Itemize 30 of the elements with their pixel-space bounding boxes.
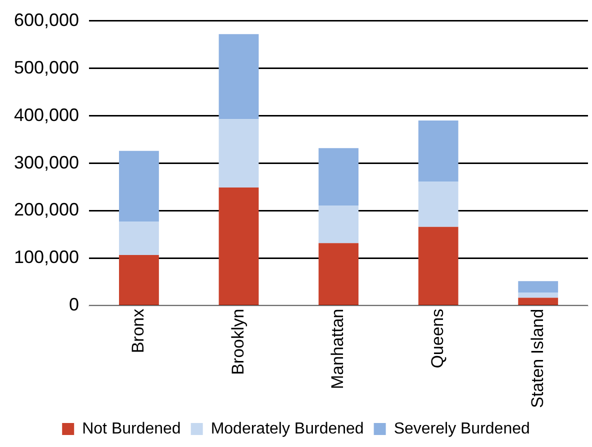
bar [518, 298, 558, 306]
y-tick-label: 300,000 [14, 152, 80, 172]
bar [218, 119, 259, 188]
bar [119, 222, 159, 255]
bar [218, 188, 259, 306]
legend-label: Severely Burdened [394, 420, 530, 438]
legend-label: Moderately Burdened [210, 420, 364, 438]
y-tick-label: 0 [69, 294, 80, 315]
bar [418, 226, 458, 306]
bar [218, 34, 259, 120]
y-tick-label: 100,000 [14, 247, 80, 268]
x-tick-label: Manhattan [328, 308, 348, 390]
bar [418, 120, 458, 182]
bar [318, 206, 358, 244]
x-tick-label: Staten Island [528, 308, 547, 408]
bar [518, 292, 558, 298]
bar [518, 281, 558, 292]
y-tick-label: 400,000 [14, 104, 80, 125]
bar [418, 182, 458, 227]
y-tick-label: 200,000 [14, 200, 80, 220]
bar [318, 243, 358, 306]
x-tick-label: Bronx [128, 308, 148, 354]
y-tick-label: 600,000 [14, 10, 80, 30]
x-tick-label: Brooklyn [228, 308, 248, 375]
bar [318, 148, 358, 206]
y-tick-label: 500,000 [14, 57, 80, 78]
bar [119, 150, 159, 222]
bar [119, 254, 159, 306]
legend-label: Not Burdened [82, 420, 181, 438]
x-tick-label: Queens [428, 308, 448, 368]
